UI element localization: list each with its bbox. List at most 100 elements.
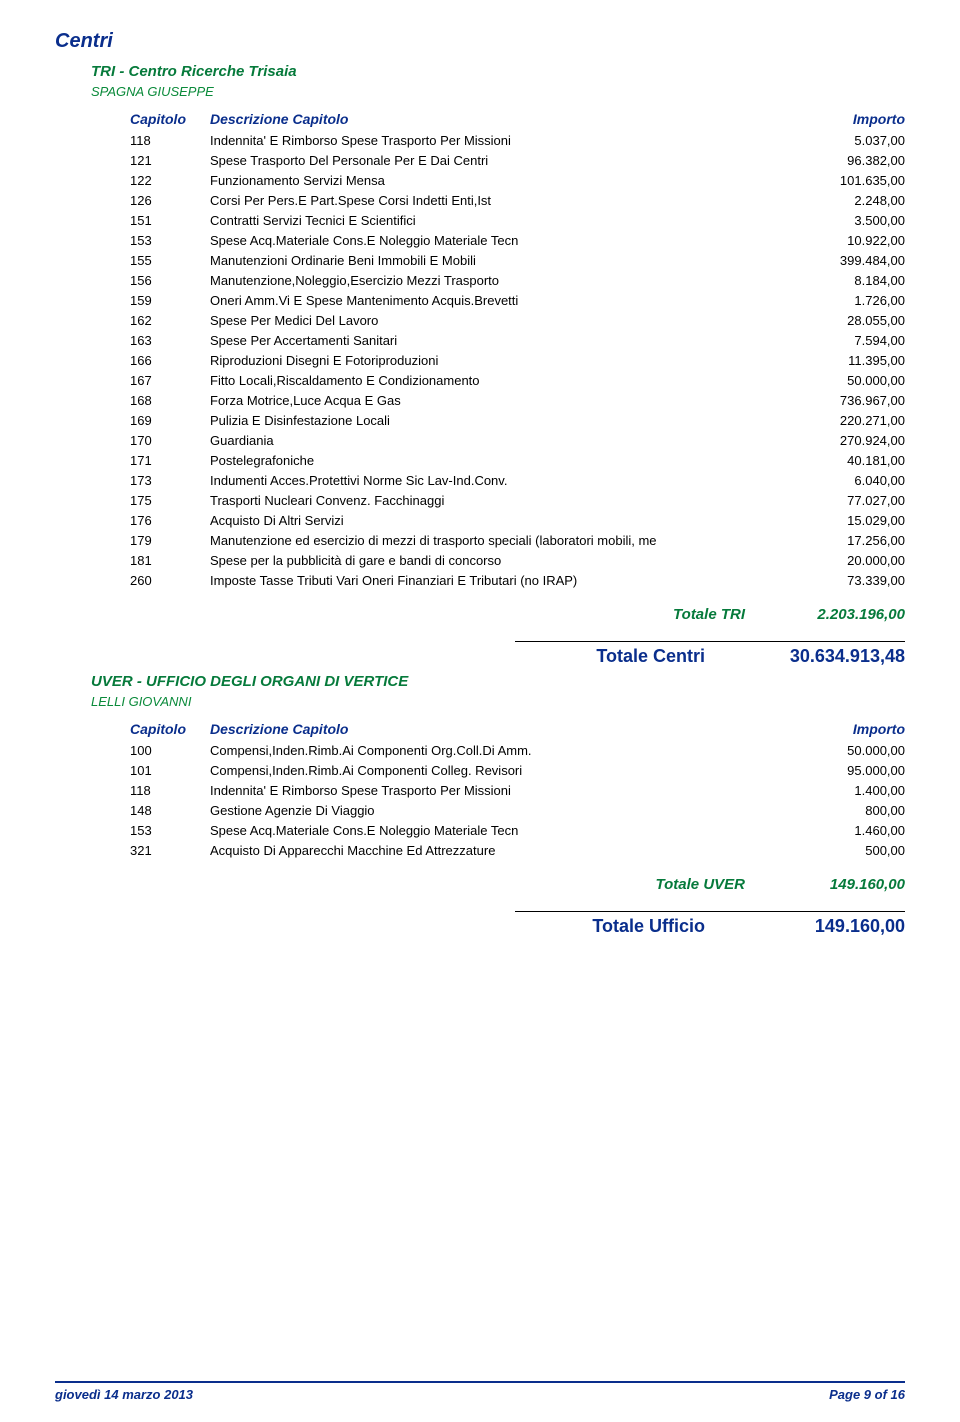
footer-date: giovedì 14 marzo 2013: [55, 1387, 193, 1402]
cell-descrizione: Fitto Locali,Riscaldamento E Condizionam…: [210, 373, 795, 388]
cell-importo: 73.339,00: [795, 573, 905, 588]
cell-importo: 20.000,00: [795, 553, 905, 568]
table-row: 260Imposte Tasse Tributi Vari Oneri Fina…: [130, 570, 905, 590]
cell-descrizione: Manutenzione ed esercizio di mezzi di tr…: [210, 533, 795, 548]
col-descrizione: Descrizione Capitolo: [210, 111, 795, 127]
table-row: 166Riproduzioni Disegni E Fotoriproduzio…: [130, 350, 905, 370]
cell-descrizione: Compensi,Inden.Rimb.Ai Componenti Colleg…: [210, 763, 795, 778]
cell-descrizione: Spese Per Medici Del Lavoro: [210, 313, 795, 328]
cell-descrizione: Acquisto Di Altri Servizi: [210, 513, 795, 528]
person-name-1: SPAGNA GIUSEPPE: [91, 84, 905, 99]
cell-importo: 95.000,00: [795, 763, 905, 778]
cell-importo: 96.382,00: [795, 153, 905, 168]
table-row: 179Manutenzione ed esercizio di mezzi di…: [130, 530, 905, 550]
col-capitolo: Capitolo: [130, 111, 210, 127]
cell-descrizione: Manutenzioni Ordinarie Beni Immobili E M…: [210, 253, 795, 268]
col-descrizione-2: Descrizione Capitolo: [210, 721, 795, 737]
cell-importo: 399.484,00: [795, 253, 905, 268]
cell-importo: 6.040,00: [795, 473, 905, 488]
totale-uver: Totale UVER 149.160,00: [55, 870, 905, 893]
cell-capitolo: 170: [130, 433, 210, 448]
totale-tri: Totale TRI 2.203.196,00: [55, 600, 905, 623]
cell-importo: 1.460,00: [795, 823, 905, 838]
cell-importo: 2.248,00: [795, 193, 905, 208]
table-row: 163Spese Per Accertamenti Sanitari7.594,…: [130, 330, 905, 350]
cell-capitolo: 321: [130, 843, 210, 858]
cell-descrizione: Riproduzioni Disegni E Fotoriproduzioni: [210, 353, 795, 368]
cell-capitolo: 166: [130, 353, 210, 368]
table-row: 153Spese Acq.Materiale Cons.E Noleggio M…: [130, 820, 905, 840]
cell-capitolo: 162: [130, 313, 210, 328]
cell-descrizione: Forza Motrice,Luce Acqua E Gas: [210, 393, 795, 408]
cell-descrizione: Contratti Servizi Tecnici E Scientifici: [210, 213, 795, 228]
cell-descrizione: Postelegrafoniche: [210, 453, 795, 468]
cell-descrizione: Spese Acq.Materiale Cons.E Noleggio Mate…: [210, 823, 795, 838]
cell-descrizione: Imposte Tasse Tributi Vari Oneri Finanzi…: [210, 573, 795, 588]
cell-capitolo: 171: [130, 453, 210, 468]
cell-importo: 77.027,00: [795, 493, 905, 508]
person-name-2: LELLI GIOVANNI: [91, 694, 905, 709]
table-header-1: Capitolo Descrizione Capitolo Importo: [130, 111, 905, 130]
cell-importo: 17.256,00: [795, 533, 905, 548]
table-row: 126Corsi Per Pers.E Part.Spese Corsi Ind…: [130, 190, 905, 210]
cell-capitolo: 118: [130, 133, 210, 148]
table-row: 173Indumenti Acces.Protettivi Norme Sic …: [130, 470, 905, 490]
cell-capitolo: 179: [130, 533, 210, 548]
table-row: 121Spese Trasporto Del Personale Per E D…: [130, 150, 905, 170]
cell-capitolo: 168: [130, 393, 210, 408]
cell-capitolo: 151: [130, 213, 210, 228]
cell-importo: 1.726,00: [795, 293, 905, 308]
cell-importo: 500,00: [795, 843, 905, 858]
totale-centri-label: Totale Centri: [596, 646, 705, 667]
table-row: 168Forza Motrice,Luce Acqua E Gas736.967…: [130, 390, 905, 410]
subsection-title-uver: UVER - UFFICIO DEGLI ORGANI DI VERTICE: [91, 673, 905, 690]
section-title-centri: Centri: [55, 30, 905, 53]
cell-descrizione: Spese Trasporto Del Personale Per E Dai …: [210, 153, 795, 168]
cell-importo: 101.635,00: [795, 173, 905, 188]
totale-tri-label: Totale TRI: [673, 606, 745, 623]
separator-2: [515, 911, 905, 912]
subsection-title-tri: TRI - Centro Ricerche Trisaia: [91, 63, 905, 80]
cell-descrizione: Indennita' E Rimborso Spese Trasporto Pe…: [210, 783, 795, 798]
table-row: 170Guardiania270.924,00: [130, 430, 905, 450]
table-row: 321Acquisto Di Apparecchi Macchine Ed At…: [130, 840, 905, 860]
table-row: 162Spese Per Medici Del Lavoro28.055,00: [130, 310, 905, 330]
cell-importo: 50.000,00: [795, 743, 905, 758]
footer-page: Page 9 of 16: [829, 1387, 905, 1402]
cell-importo: 11.395,00: [795, 353, 905, 368]
cell-capitolo: 159: [130, 293, 210, 308]
cell-descrizione: Funzionamento Servizi Mensa: [210, 173, 795, 188]
cell-capitolo: 153: [130, 233, 210, 248]
cell-importo: 736.967,00: [795, 393, 905, 408]
cell-importo: 1.400,00: [795, 783, 905, 798]
cell-importo: 8.184,00: [795, 273, 905, 288]
table-row: 153Spese Acq.Materiale Cons.E Noleggio M…: [130, 230, 905, 250]
table-row: 100Compensi,Inden.Rimb.Ai Componenti Org…: [130, 740, 905, 760]
cell-importo: 28.055,00: [795, 313, 905, 328]
table-row: 118Indennita' E Rimborso Spese Trasporto…: [130, 130, 905, 150]
totale-centri-value: 30.634.913,48: [745, 646, 905, 667]
page: Centri TRI - Centro Ricerche Trisaia SPA…: [0, 0, 960, 1422]
cell-capitolo: 126: [130, 193, 210, 208]
table-row: 155Manutenzioni Ordinarie Beni Immobili …: [130, 250, 905, 270]
cell-capitolo: 181: [130, 553, 210, 568]
cell-descrizione: Gestione Agenzie Di Viaggio: [210, 803, 795, 818]
cell-descrizione: Guardiania: [210, 433, 795, 448]
cell-descrizione: Spese Acq.Materiale Cons.E Noleggio Mate…: [210, 233, 795, 248]
cell-capitolo: 176: [130, 513, 210, 528]
cell-descrizione: Pulizia E Disinfestazione Locali: [210, 413, 795, 428]
col-importo: Importo: [795, 111, 905, 127]
totale-ufficio: Totale Ufficio 149.160,00: [55, 916, 905, 937]
cell-descrizione: Corsi Per Pers.E Part.Spese Corsi Indett…: [210, 193, 795, 208]
col-capitolo-2: Capitolo: [130, 721, 210, 737]
cell-descrizione: Indumenti Acces.Protettivi Norme Sic Lav…: [210, 473, 795, 488]
cell-capitolo: 153: [130, 823, 210, 838]
cell-capitolo: 118: [130, 783, 210, 798]
cell-capitolo: 173: [130, 473, 210, 488]
table-row: 181Spese per la pubblicità di gare e ban…: [130, 550, 905, 570]
table-row: 151Contratti Servizi Tecnici E Scientifi…: [130, 210, 905, 230]
cell-capitolo: 122: [130, 173, 210, 188]
cell-descrizione: Spese per la pubblicità di gare e bandi …: [210, 553, 795, 568]
cell-importo: 40.181,00: [795, 453, 905, 468]
totale-centri: Totale Centri 30.634.913,48: [55, 646, 905, 667]
